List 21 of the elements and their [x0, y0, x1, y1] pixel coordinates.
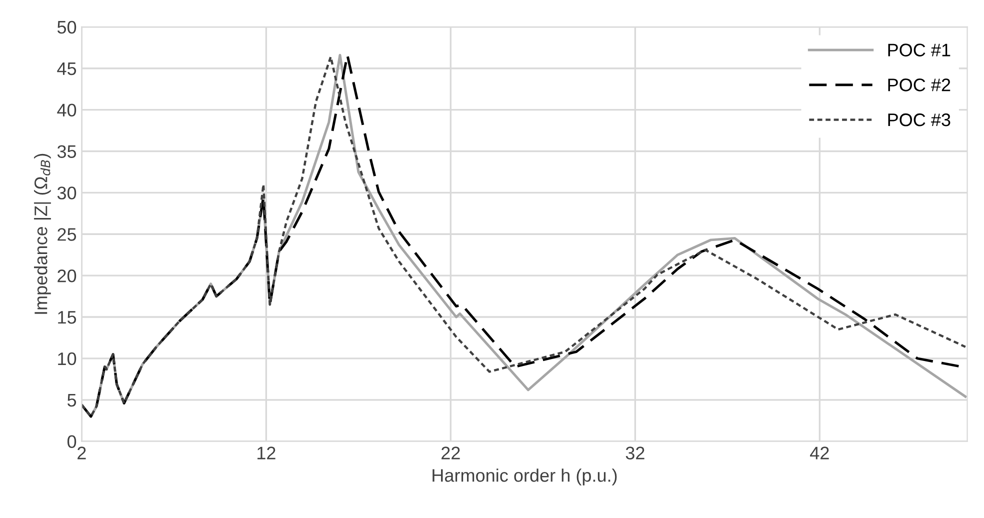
y-tick-label: 35 [57, 145, 76, 158]
legend-label: POC #2 [888, 78, 950, 92]
y-tick-label: 10 [58, 352, 76, 366]
x-axis-title: Harmonic order h (p.u.) [432, 468, 617, 486]
x-tick-label: 22 [442, 446, 460, 460]
x-tick-label: 12 [258, 446, 276, 460]
y-tick-label: 0 [67, 435, 76, 448]
y-tick-label: 40 [57, 104, 76, 117]
x-tick-label: 2 [78, 446, 86, 460]
y-tick-label: 45 [57, 62, 76, 76]
legend-label: POC #1 [888, 44, 950, 56]
legend-label: POC #3 [888, 113, 950, 126]
y-tick-label: 15 [58, 311, 76, 324]
x-tick-label: 32 [626, 446, 644, 460]
y-axis-title: Impedance |Z| (Ω$_{dB}$) [34, 154, 51, 314]
y-tick-label: 5 [67, 394, 76, 407]
x-tick-label: 42 [810, 446, 829, 460]
y-tick-label: 30 [57, 186, 76, 200]
y-tick-label: 25 [58, 228, 76, 241]
y-tick-label: 20 [58, 270, 76, 282]
y-tick-label: 50 [57, 20, 76, 34]
